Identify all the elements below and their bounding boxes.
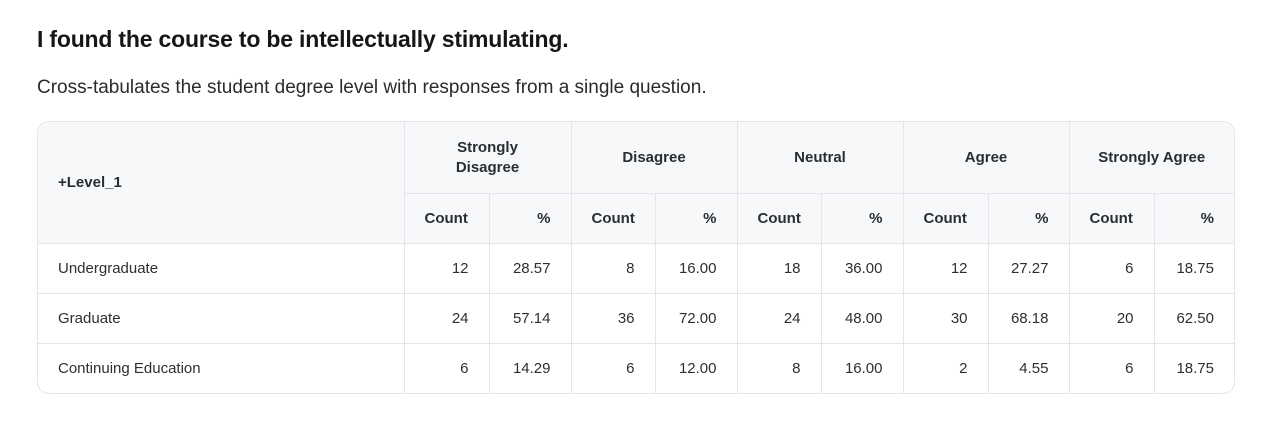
subheader-count: Count xyxy=(737,193,822,244)
group-header-agree: Agree xyxy=(903,122,1070,194)
table-row-continuing-education: Continuing Education 6 14.29 6 12.00 8 1… xyxy=(38,343,1234,393)
percent-cell: 16.00 xyxy=(821,343,904,393)
count-cell: 20 xyxy=(1069,293,1155,344)
count-cell: 8 xyxy=(571,243,656,294)
header-row-subcolumns: Count % Count % Count % Count % Count % xyxy=(38,193,1234,244)
group-header-disagree: Disagree xyxy=(571,122,738,194)
table-row-graduate: Graduate 24 57.14 36 72.00 24 48.00 30 6… xyxy=(38,293,1234,344)
page-subtitle: Cross-tabulates the student degree level… xyxy=(37,77,707,98)
group-header-neutral: Neutral xyxy=(737,122,904,194)
subheader-percent: % xyxy=(988,193,1070,244)
row-label: Undergraduate xyxy=(38,243,405,294)
count-cell: 6 xyxy=(571,343,656,393)
percent-cell: 57.14 xyxy=(489,293,572,344)
count-cell: 2 xyxy=(903,343,989,393)
row-label: Continuing Education xyxy=(38,343,405,393)
percent-cell: 4.55 xyxy=(988,343,1070,393)
crosstab-table: +Level_1 Strongly Disagree Disagree Neut… xyxy=(38,122,1234,393)
subheader-count: Count xyxy=(903,193,989,244)
count-cell: 18 xyxy=(737,243,822,294)
subheader-percent: % xyxy=(655,193,738,244)
count-cell: 6 xyxy=(1069,343,1155,393)
header-row-groups: +Level_1 Strongly Disagree Disagree Neut… xyxy=(38,122,1234,244)
row-header-level: +Level_1 xyxy=(38,122,405,244)
percent-cell: 36.00 xyxy=(821,243,904,294)
count-cell: 24 xyxy=(737,293,822,344)
page-title: I found the course to be intellectually … xyxy=(37,26,569,52)
subheader-count: Count xyxy=(1069,193,1155,244)
percent-cell: 28.57 xyxy=(489,243,572,294)
count-cell: 24 xyxy=(404,293,490,344)
percent-cell: 68.18 xyxy=(988,293,1070,344)
percent-cell: 12.00 xyxy=(655,343,738,393)
count-cell: 6 xyxy=(404,343,490,393)
group-header-strongly-agree: Strongly Agree xyxy=(1069,122,1234,194)
percent-cell: 72.00 xyxy=(655,293,738,344)
subheader-percent: % xyxy=(821,193,904,244)
count-cell: 12 xyxy=(903,243,989,294)
subheader-count: Count xyxy=(571,193,656,244)
crosstab-table-container: +Level_1 Strongly Disagree Disagree Neut… xyxy=(37,121,1235,394)
row-label: Graduate xyxy=(38,293,405,344)
count-cell: 36 xyxy=(571,293,656,344)
subheader-count: Count xyxy=(404,193,490,244)
count-cell: 30 xyxy=(903,293,989,344)
subheader-percent: % xyxy=(489,193,572,244)
percent-cell: 18.75 xyxy=(1176,360,1214,377)
group-header-strongly-disagree: Strongly Disagree xyxy=(404,122,572,194)
count-cell: 12 xyxy=(404,243,490,294)
subheader-percent: % xyxy=(1154,193,1234,244)
percent-cell: 16.00 xyxy=(655,243,738,294)
table-row-undergraduate: Undergraduate 12 28.57 8 16.00 18 36.00 … xyxy=(38,243,1234,294)
count-cell: 6 xyxy=(1069,243,1155,294)
percent-cell: 48.00 xyxy=(821,293,904,344)
percent-cell: 62.50 xyxy=(1154,293,1234,344)
percent-cell: 14.29 xyxy=(489,343,572,393)
percent-cell: 27.27 xyxy=(988,243,1070,294)
percent-cell: 18.75 xyxy=(1154,243,1234,294)
count-cell: 8 xyxy=(737,343,822,393)
